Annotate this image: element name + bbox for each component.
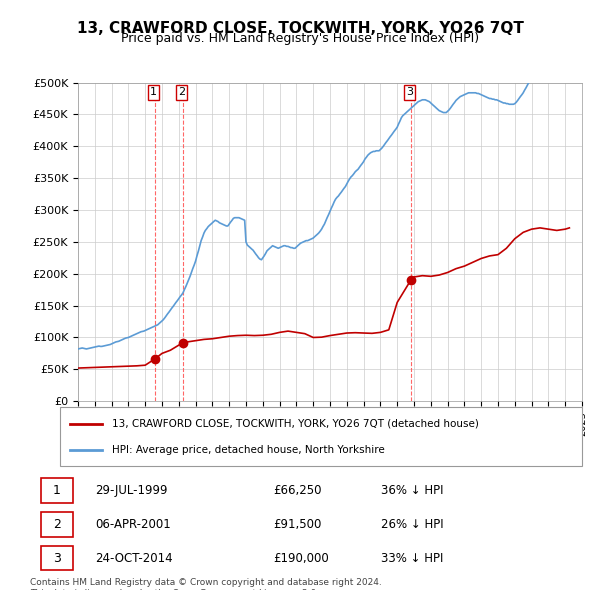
FancyBboxPatch shape: [60, 407, 582, 466]
Text: 3: 3: [406, 87, 413, 97]
Text: 2: 2: [53, 518, 61, 531]
Text: HPI: Average price, detached house, North Yorkshire: HPI: Average price, detached house, Nort…: [112, 445, 385, 454]
Text: 3: 3: [53, 552, 61, 565]
Text: 2: 2: [178, 87, 185, 97]
Text: £190,000: £190,000: [273, 552, 329, 565]
Text: 36% ↓ HPI: 36% ↓ HPI: [381, 484, 443, 497]
Text: 13, CRAWFORD CLOSE, TOCKWITH, YORK, YO26 7QT: 13, CRAWFORD CLOSE, TOCKWITH, YORK, YO26…: [77, 21, 523, 35]
Text: £66,250: £66,250: [273, 484, 322, 497]
Text: 29-JUL-1999: 29-JUL-1999: [95, 484, 167, 497]
Text: 26% ↓ HPI: 26% ↓ HPI: [381, 518, 443, 531]
Text: £91,500: £91,500: [273, 518, 322, 531]
FancyBboxPatch shape: [41, 512, 73, 537]
Text: 13, CRAWFORD CLOSE, TOCKWITH, YORK, YO26 7QT (detached house): 13, CRAWFORD CLOSE, TOCKWITH, YORK, YO26…: [112, 419, 479, 428]
Text: Price paid vs. HM Land Registry's House Price Index (HPI): Price paid vs. HM Land Registry's House …: [121, 32, 479, 45]
Text: 1: 1: [150, 87, 157, 97]
Text: 1: 1: [53, 484, 61, 497]
Text: Contains HM Land Registry data © Crown copyright and database right 2024.
This d: Contains HM Land Registry data © Crown c…: [30, 578, 382, 590]
Text: 33% ↓ HPI: 33% ↓ HPI: [381, 552, 443, 565]
Text: 06-APR-2001: 06-APR-2001: [95, 518, 170, 531]
Text: 24-OCT-2014: 24-OCT-2014: [95, 552, 172, 565]
FancyBboxPatch shape: [41, 478, 73, 503]
FancyBboxPatch shape: [41, 546, 73, 571]
